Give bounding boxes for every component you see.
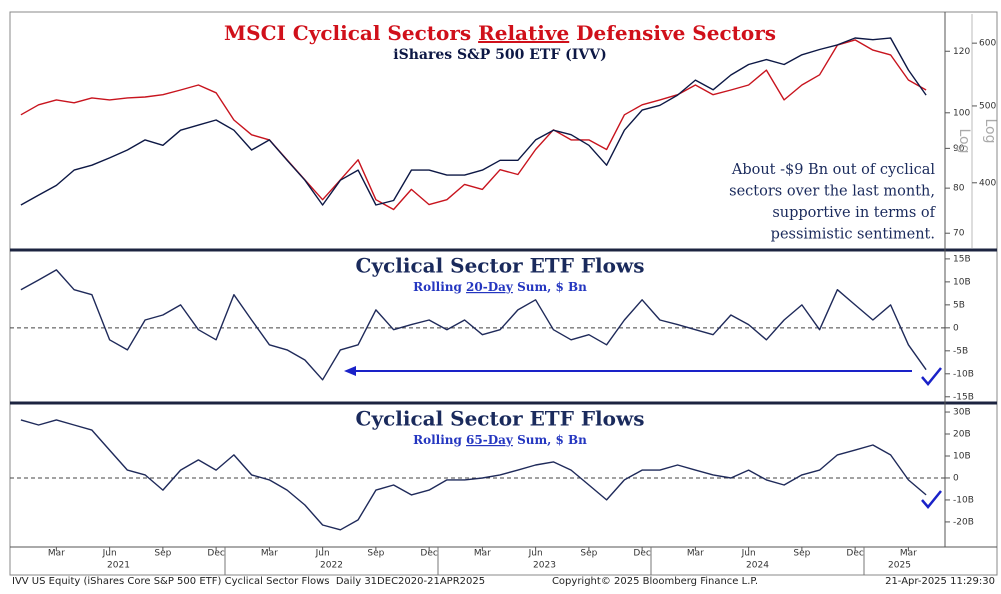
arrow-head [344, 366, 356, 376]
panel-title: Cyclical Sector ETF Flows [356, 407, 645, 431]
y-tick-label: -5B [953, 346, 968, 356]
title-part: Rolling [413, 433, 466, 447]
y-tick-label: 30B [953, 408, 971, 418]
year-label: 2025 [888, 561, 911, 571]
y-tick-label: 0 [953, 323, 959, 333]
x-tick-label: Sep [154, 549, 171, 559]
y2-tick-label: 600 [979, 39, 996, 49]
footer-right: 21-Apr-2025 11:29:30 [885, 576, 995, 587]
frame [9, 11, 998, 576]
x-tick-label: Sep [367, 549, 384, 559]
y-tick-label: 100 [953, 108, 970, 118]
series-line [20, 37, 927, 206]
y2-tick-label: 500 [979, 101, 996, 111]
panel-subtitle: iShares S&P 500 ETF (IVV) [393, 47, 606, 63]
annotation: About -$9 Bn out of cyclical [731, 162, 936, 178]
y-tick-label: 20B [953, 430, 971, 440]
series-line [20, 39, 927, 211]
title-part: Defensive Sectors [569, 21, 776, 45]
y-scale-label: Log [956, 128, 972, 153]
y-tick-label: 15B [953, 254, 971, 264]
x-tick-label: Mar [687, 549, 704, 559]
panel-title: MSCI Cyclical Sectors Relative Defensive… [224, 21, 776, 45]
y-tick-label: 5B [953, 300, 965, 310]
y-tick-label: 10B [953, 451, 971, 461]
x-tick-label: Mar [900, 549, 917, 559]
title-part: Relative [478, 21, 569, 45]
panel-title: Cyclical Sector ETF Flows [356, 254, 645, 278]
y-tick-label: 90 [953, 144, 965, 154]
year-label: 2024 [746, 561, 769, 571]
title-part: Sum, $ Bn [513, 433, 587, 447]
x-tick-label: Jun [315, 549, 330, 559]
annotation: sectors over the last month, [729, 184, 935, 200]
title-part: 20-Day [466, 280, 514, 294]
x-tick-label: Mar [474, 549, 491, 559]
year-label: 2022 [320, 561, 343, 571]
y-tick-label: -20B [953, 517, 974, 527]
x-tick-label: Mar [48, 549, 65, 559]
x-tick-label: Jun [741, 549, 756, 559]
y-tick-label: 0 [953, 473, 959, 483]
x-tick-label: Dec [846, 549, 863, 559]
series-line [20, 419, 927, 531]
year-label: 2023 [533, 561, 556, 571]
x-tick-label: Jun [102, 549, 117, 559]
y-tick-label: -10B [953, 495, 974, 505]
y-tick-label: 80 [953, 184, 965, 194]
x-tick-label: Dec [420, 549, 437, 559]
y-tick-label: 70 [953, 229, 965, 239]
title-part: Rolling [413, 280, 466, 294]
title-part: MSCI Cyclical Sectors [224, 21, 478, 45]
y-tick-label: -10B [953, 369, 974, 379]
panel-subtitle: Rolling 65-Day Sum, $ Bn [413, 433, 587, 447]
x-tick-label: Sep [793, 549, 810, 559]
year-label: 2021 [107, 561, 130, 571]
y-tick-label: 120 [953, 47, 970, 57]
title-part: 65-Day [466, 433, 514, 447]
x-tick-label: Mar [261, 549, 278, 559]
arrow [344, 366, 912, 376]
y-tick-label: -15B [953, 392, 974, 402]
annotation: supportive in terms of [772, 205, 936, 221]
y-tick-label: 10B [953, 277, 971, 287]
title-part: Sum, $ Bn [513, 280, 587, 294]
panel-subtitle: Rolling 20-Day Sum, $ Bn [413, 280, 587, 294]
x-tick-label: Sep [580, 549, 597, 559]
footer-left: IVV US Equity (iShares Core S&P 500 ETF)… [12, 576, 485, 587]
annotation: pessimistic sentiment. [771, 227, 935, 243]
x-tick-label: Jun [528, 549, 543, 559]
y2-scale-label: Log [982, 118, 998, 143]
check-mark [921, 367, 942, 386]
y2-tick-label: 400 [979, 178, 996, 188]
check-mark [921, 490, 942, 509]
x-tick-label: Dec [207, 549, 224, 559]
footer-center: Copyright© 2025 Bloomberg Finance L.P. [552, 576, 758, 587]
series-line [20, 269, 927, 381]
x-tick-label: Dec [633, 549, 650, 559]
